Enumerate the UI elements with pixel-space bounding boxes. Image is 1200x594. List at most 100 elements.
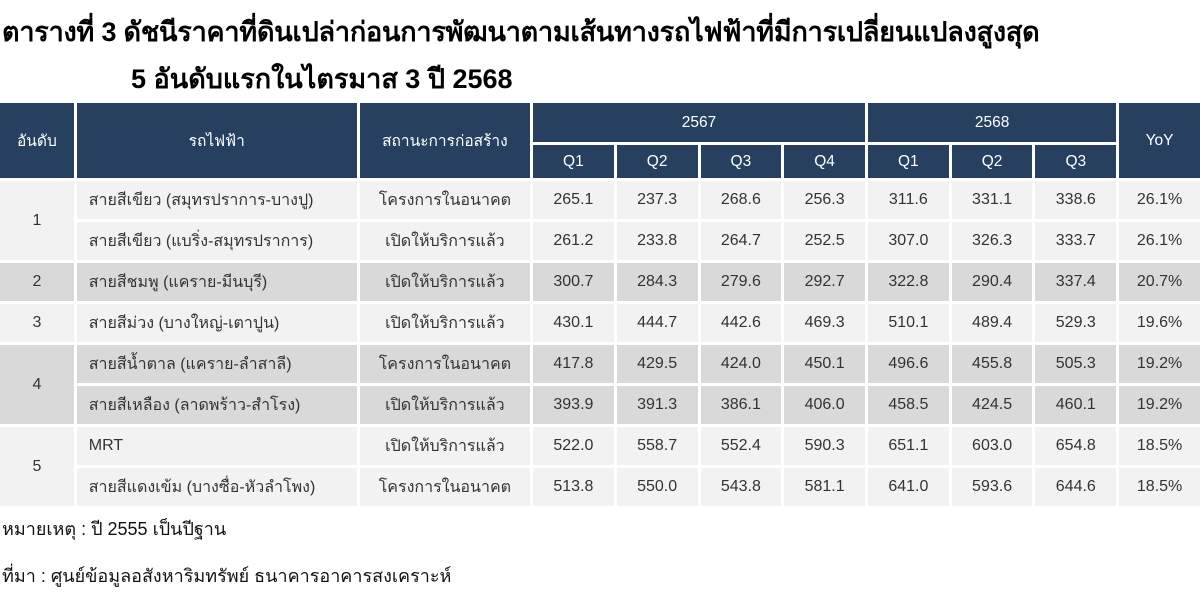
table-row: 1 สายสีเขียว (สมุทรปราการ-บางปู) โครงการ…	[0, 181, 1200, 260]
header-2568-q3: Q3	[1035, 145, 1117, 178]
status-cell: เปิดให้บริการแล้ว	[359, 427, 531, 465]
value-cell: 469.3	[784, 304, 865, 342]
value-cell: 391.3	[616, 386, 698, 424]
value-cell: 644.6	[1035, 468, 1117, 506]
value-cell: 333.7	[1035, 222, 1117, 260]
table-row: 3 สายสีม่วง (บางใหญ่-เตาปูน) เปิดให้บริก…	[0, 304, 1200, 342]
source-note: ที่มา : ศูนย์ข้อมูลอสังหาริมทรัพย์ ธนาคา…	[2, 566, 452, 586]
value-cell: 307.0	[867, 222, 949, 260]
value-cell: 590.3	[784, 427, 865, 465]
status-cell: โครงการในอนาคต	[359, 345, 531, 383]
value-cell: 543.8	[700, 468, 782, 506]
line-cell: สายสีน้ำตาล (แคราย-ลำสาลี)	[76, 345, 357, 383]
header-year-2567: 2567	[533, 103, 865, 142]
header-2567-q4: Q4	[784, 145, 865, 178]
value-cell: 252.5	[784, 222, 865, 260]
value-cell: 264.7	[700, 222, 782, 260]
header-line: รถไฟฟ้า	[76, 103, 357, 178]
yoy-cell: 19.6%	[1119, 304, 1200, 342]
table-row: 2 สายสีชมพู (แคราย-มีนบุรี) เปิดให้บริกา…	[0, 263, 1200, 301]
value-cell: 444.7	[616, 304, 698, 342]
line-cell: MRT	[76, 427, 357, 465]
value-cell: 510.1	[867, 304, 949, 342]
yoy-cell: 20.7%	[1119, 263, 1200, 301]
status-cell: เปิดให้บริการแล้ว	[359, 386, 531, 424]
value-cell: 603.0	[951, 427, 1033, 465]
value-cell: 406.0	[784, 386, 865, 424]
table-row: สายสีเหลือง (ลาดพร้าว-สำโรง) เปิดให้บริก…	[0, 386, 1200, 424]
value-cell: 430.1	[533, 304, 614, 342]
table-row: 4 สายสีน้ำตาล (แคราย-ลำสาลี) โครงการในอน…	[0, 345, 1200, 424]
line-cell: สายสีแดงเข้ม (บางซื่อ-หัวลำโพง)	[76, 468, 357, 506]
table-row: 5 MRT เปิดให้บริการแล้ว 522.0 558.7 552.…	[0, 427, 1200, 506]
rank-cell: 3	[0, 304, 74, 342]
yoy-cell: 18.5%	[1119, 427, 1200, 465]
value-cell: 550.0	[616, 468, 698, 506]
header-yoy: YoY	[1119, 103, 1200, 178]
value-cell: 326.3	[951, 222, 1033, 260]
value-cell: 386.1	[700, 386, 782, 424]
value-cell: 455.8	[951, 345, 1033, 383]
value-cell: 581.1	[784, 468, 865, 506]
value-cell: 429.5	[616, 345, 698, 383]
status-cell: เปิดให้บริการแล้ว	[359, 263, 531, 301]
value-cell: 261.2	[533, 222, 614, 260]
value-cell: 279.6	[700, 263, 782, 301]
table-row: สายสีแดงเข้ม (บางซื่อ-หัวลำโพง) โครงการใ…	[0, 468, 1200, 506]
header-2568-q1: Q1	[867, 145, 949, 178]
value-cell: 337.4	[1035, 263, 1117, 301]
value-cell: 489.4	[951, 304, 1033, 342]
value-cell: 460.1	[1035, 386, 1117, 424]
value-cell: 593.6	[951, 468, 1033, 506]
value-cell: 290.4	[951, 263, 1033, 301]
value-cell: 256.3	[784, 181, 865, 219]
value-cell: 424.5	[951, 386, 1033, 424]
value-cell: 458.5	[867, 386, 949, 424]
rank-cell: 2	[0, 263, 74, 301]
header-status: สถานะการก่อสร้าง	[359, 103, 531, 178]
value-cell: 237.3	[616, 181, 698, 219]
value-cell: 300.7	[533, 263, 614, 301]
value-cell: 654.8	[1035, 427, 1117, 465]
value-cell: 651.1	[867, 427, 949, 465]
value-cell: 322.8	[867, 263, 949, 301]
remark-note: หมายเหตุ : ปี 2555 เป็นปีฐาน	[2, 519, 227, 539]
header-2567-q1: Q1	[533, 145, 614, 178]
rank-cell: 1	[0, 181, 74, 260]
line-cell: สายสีเหลือง (ลาดพร้าว-สำโรง)	[76, 386, 357, 424]
value-cell: 513.8	[533, 468, 614, 506]
line-cell: สายสีเขียว (แบริ่ง-สมุทรปราการ)	[76, 222, 357, 260]
header-2568-q2: Q2	[951, 145, 1033, 178]
value-cell: 522.0	[533, 427, 614, 465]
value-cell: 331.1	[951, 181, 1033, 219]
status-cell: เปิดให้บริการแล้ว	[359, 222, 531, 260]
value-cell: 552.4	[700, 427, 782, 465]
yoy-cell: 19.2%	[1119, 386, 1200, 424]
yoy-cell: 19.2%	[1119, 345, 1200, 383]
line-cell: สายสีชมพู (แคราย-มีนบุรี)	[76, 263, 357, 301]
table-title-line-1: ตารางที่ 3 ดัชนีราคาที่ดินเปล่าก่อนการพั…	[2, 17, 1040, 47]
yoy-cell: 26.1%	[1119, 181, 1200, 219]
rank-cell: 5	[0, 427, 74, 506]
yoy-cell: 26.1%	[1119, 222, 1200, 260]
line-cell: สายสีเขียว (สมุทรปราการ-บางปู)	[76, 181, 357, 219]
status-cell: โครงการในอนาคต	[359, 468, 531, 506]
value-cell: 558.7	[616, 427, 698, 465]
value-cell: 338.6	[1035, 181, 1117, 219]
value-cell: 393.9	[533, 386, 614, 424]
header-year-2568: 2568	[867, 103, 1117, 142]
value-cell: 450.1	[784, 345, 865, 383]
value-cell: 505.3	[1035, 345, 1117, 383]
value-cell: 417.8	[533, 345, 614, 383]
status-cell: เปิดให้บริการแล้ว	[359, 304, 531, 342]
value-cell: 311.6	[867, 181, 949, 219]
header-rank: อันดับ	[0, 103, 74, 178]
value-cell: 268.6	[700, 181, 782, 219]
value-cell: 424.0	[700, 345, 782, 383]
value-cell: 496.6	[867, 345, 949, 383]
value-cell: 292.7	[784, 263, 865, 301]
value-cell: 284.3	[616, 263, 698, 301]
status-cell: โครงการในอนาคต	[359, 181, 531, 219]
table-title-line-2: 5 อันดับแรกในไตรมาส 3 ปี 2568	[131, 64, 513, 94]
table-row: สายสีเขียว (แบริ่ง-สมุทรปราการ) เปิดให้บ…	[0, 222, 1200, 260]
